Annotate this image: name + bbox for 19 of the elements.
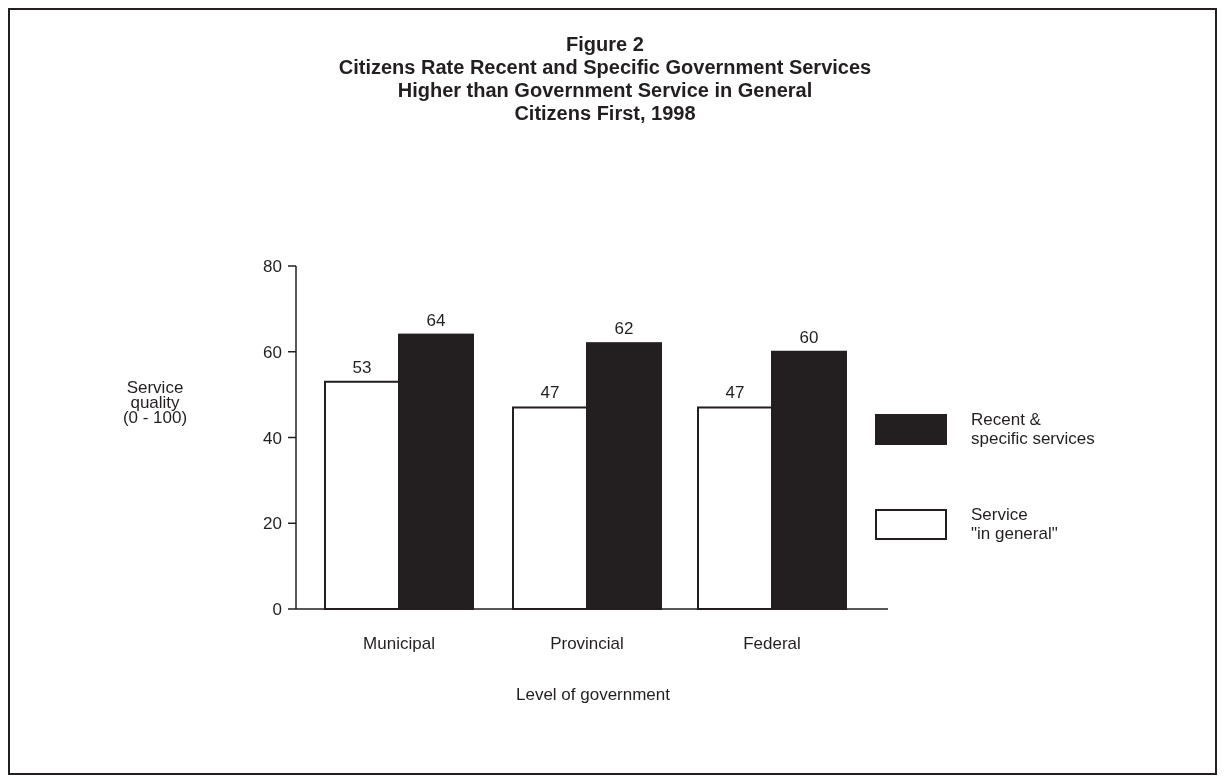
data-label: 53: [352, 357, 372, 377]
x-tick-label: Municipal: [363, 634, 435, 653]
data-label: 60: [799, 327, 819, 347]
data-label: 62: [614, 319, 634, 339]
y-tick-label: 80: [263, 257, 282, 276]
x-axis-title: Level of government: [515, 685, 671, 704]
y-tick-label: 60: [263, 342, 282, 362]
x-tick-label: Provincial: [550, 634, 624, 653]
legend-label: Recent & specific services: [971, 410, 1095, 448]
data-label: 64: [426, 310, 446, 330]
y-tick-label: 20: [263, 514, 282, 534]
x-tick-label: Federal: [743, 634, 801, 653]
legend-label: Service "in general": [971, 505, 1058, 543]
data-label: 47: [725, 383, 745, 403]
y-tick-label: 0: [272, 600, 282, 619]
y-axis-title: Service quality (0 - 100): [122, 378, 188, 427]
data-label: 47: [540, 383, 560, 403]
y-tick-label: 40: [263, 428, 282, 448]
chart-title: Figure 2 Citizens Rate Recent and Specific Government Services Higher than Government Service in General Citizens First, 1998: [338, 33, 872, 124]
